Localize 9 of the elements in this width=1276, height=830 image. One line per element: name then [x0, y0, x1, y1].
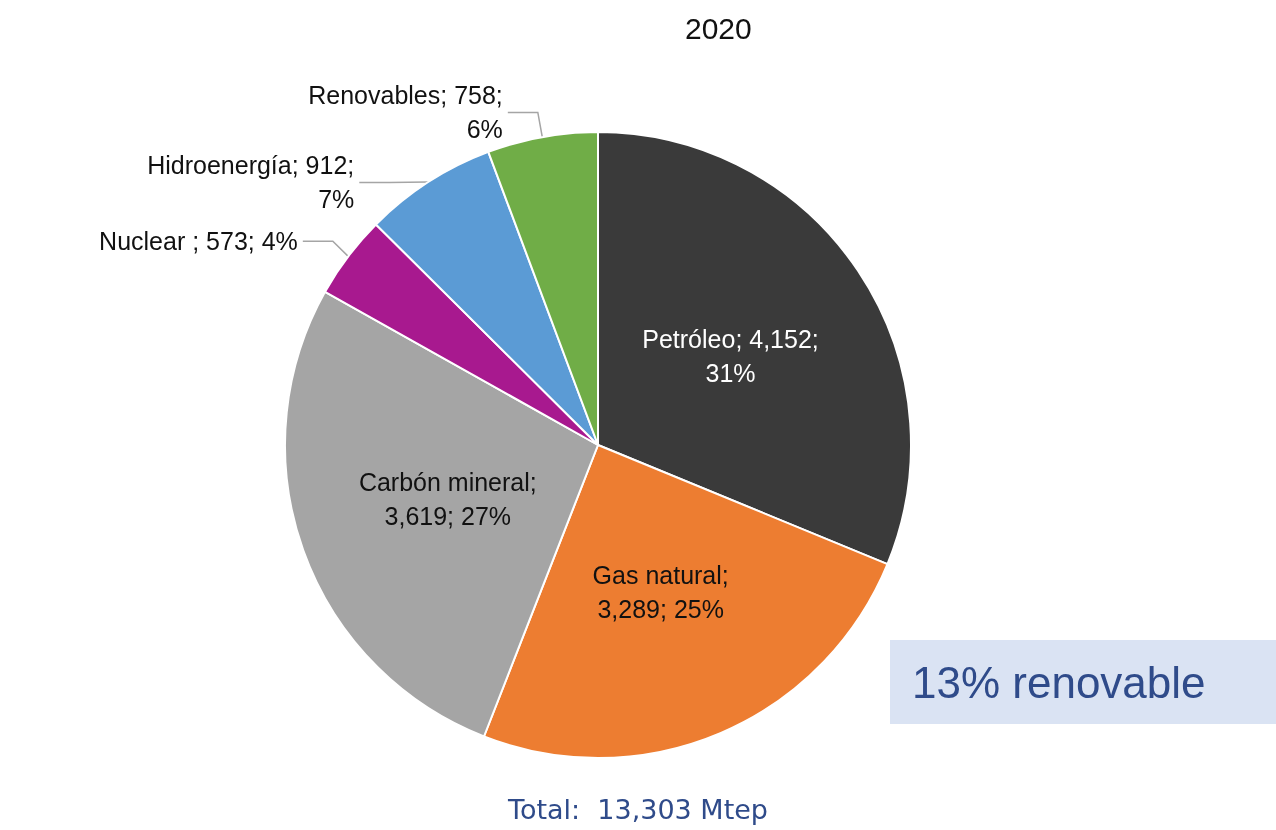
slice-label: Hidroenergía; 912; 7% — [147, 151, 355, 214]
slice-label: Gas natural; 3,289; 25% — [592, 560, 729, 623]
slice-label: Petróleo; 4,152; 31% — [642, 325, 819, 388]
slice-label: Nuclear ; 573; 4% — [99, 227, 298, 256]
slice-label: Renovables; 758; 6% — [308, 81, 503, 144]
text: Total: 13,303 Mtep — [507, 794, 769, 825]
chart-title: 2020 — [685, 11, 752, 45]
slice-label: Carbón mineral; 3,619; 27% — [358, 467, 537, 530]
text: 13% renovable — [912, 657, 1206, 707]
